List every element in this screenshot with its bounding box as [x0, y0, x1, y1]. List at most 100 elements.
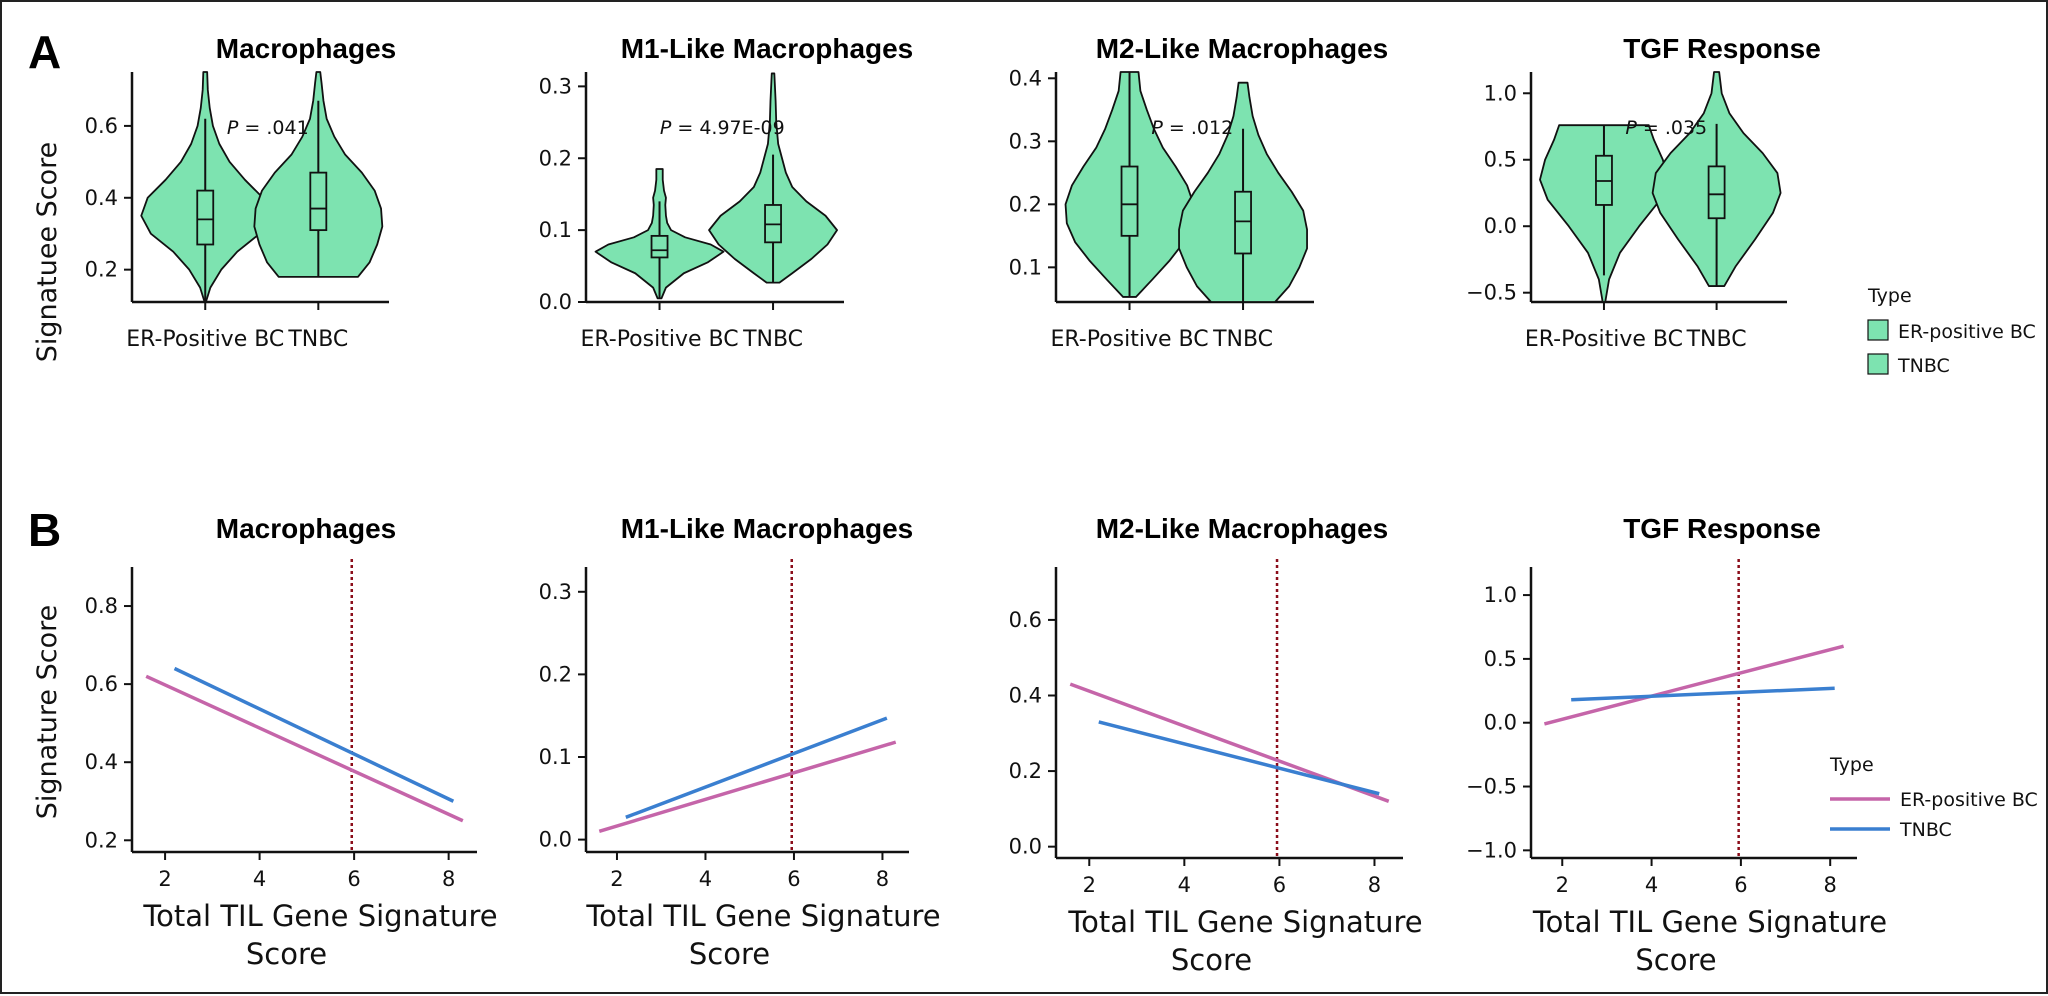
y-tick-label: 0.5 — [1484, 647, 1517, 671]
x-tick-label: 2 — [158, 867, 171, 891]
legend-label-er-positive: ER-positive BC — [1898, 321, 2036, 343]
chart-title: TGF Response — [1623, 513, 1821, 544]
chart-0: Macrophages 0.2 0.4 0.6 ER-Positive BC TNBC P … — [85, 33, 397, 352]
series-line-tnbc — [625, 716, 888, 819]
x-tick-label: 4 — [699, 867, 712, 891]
chart-title: M1-Like Macrophages — [621, 33, 914, 64]
p-value-prefix: P — [227, 117, 239, 139]
x-tick-label: 8 — [1368, 873, 1381, 897]
y-tick-label: 0.2 — [1009, 192, 1042, 216]
violin-box — [1707, 165, 1726, 220]
x-axis-label-line2: Score — [1635, 943, 1716, 977]
y-tick-label: 0.5 — [1484, 148, 1517, 172]
chart-5: M1-Like Macrophages 0.0 0.1 0.2 0.3 2 4 6 8 Total… — [539, 513, 941, 971]
y-tick-label: 0.1 — [539, 745, 572, 769]
p-value-label: P = 4.97E-09 — [660, 117, 785, 139]
series-line-tnbc — [1098, 720, 1380, 796]
violin-box — [1234, 190, 1252, 255]
category-label: ER-Positive BC — [1050, 327, 1208, 352]
y-tick-label: 0.2 — [85, 258, 118, 282]
p-value-text: = .035 — [1637, 117, 1707, 139]
violin-box — [1120, 165, 1139, 237]
violin-box — [650, 234, 669, 259]
y-tick-label: 0.4 — [85, 186, 118, 210]
y-tick-label: 0.1 — [539, 218, 572, 242]
p-value-text: = .012 — [1163, 117, 1233, 139]
chart-3: TGF Response −0.5 0.0 0.5 1.0 ER-Positive BC T… — [1466, 33, 1821, 352]
x-axis-label-line1: Total TIL Gene Signature — [585, 899, 940, 933]
legend-title: Type — [1867, 285, 1912, 307]
chart-7: TGF Response −1.0 −0.5 0.0 0.5 1.0 2 4 6 8 Total T… — [1466, 513, 1887, 977]
y-tick-label: 0.2 — [1009, 759, 1042, 783]
x-axis-label-line2: Score — [1171, 943, 1252, 977]
category-label: ER-Positive BC — [1525, 327, 1683, 352]
chart-title: M2-Like Macrophages — [1096, 33, 1389, 64]
legend-label-er-positive: ER-positive BC — [1900, 789, 2038, 811]
category-label: TNBC — [1686, 327, 1747, 352]
y-tick-label: 0.4 — [85, 750, 118, 774]
category-label: TNBC — [287, 327, 348, 352]
row-a-ylabel: Signatuee Score — [32, 142, 63, 363]
legend-violin: Type ER-positive BC TNBC — [1867, 285, 2036, 377]
row-b-ylabel: Signature Score — [32, 605, 63, 819]
chart-2: M2-Like Macrophages 0.1 0.2 0.3 0.4 ER-Positi… — [1009, 33, 1389, 352]
y-tick-label: 0.1 — [1009, 255, 1042, 279]
p-value-text: = .041 — [238, 117, 308, 139]
x-tick-label: 8 — [876, 867, 889, 891]
x-tick-label: 6 — [787, 867, 800, 891]
y-tick-label: −1.0 — [1466, 838, 1517, 862]
series-line-tnbc — [1571, 686, 1835, 702]
p-value-label: P = .041 — [227, 117, 309, 139]
y-tick-label: 0.6 — [85, 114, 118, 138]
x-tick-label: 2 — [1556, 873, 1569, 897]
chart-1: M1-Like Macrophages 0.0 0.1 0.2 0.3 ER-Positi… — [539, 33, 914, 352]
x-tick-label: 4 — [1645, 873, 1658, 897]
y-tick-label: 0.3 — [539, 74, 572, 98]
p-value-label: P = .012 — [1151, 117, 1233, 139]
x-tick-label: 8 — [1824, 873, 1837, 897]
x-axis-label-line2: Score — [689, 937, 770, 971]
x-axis-label-line1: Total TIL Gene Signature — [1532, 905, 1887, 939]
y-tick-label: 0.6 — [1009, 608, 1042, 632]
legend-swatch-tnbc — [1867, 353, 1889, 375]
series-line-er-positive — [1543, 644, 1845, 726]
y-tick-label: 0.2 — [85, 828, 118, 852]
chart-title: M2-Like Macrophages — [1096, 513, 1389, 544]
x-axis-label-line2: Score — [246, 937, 327, 971]
y-tick-label: −0.5 — [1466, 281, 1517, 305]
chart-6: M2-Like Macrophages 0.0 0.2 0.4 0.6 2 4 6 8 Total… — [1009, 513, 1423, 977]
panel-b-label: B — [28, 504, 61, 556]
violin-box — [196, 189, 215, 246]
x-tick-label: 2 — [1083, 873, 1096, 897]
y-tick-label: 0.8 — [85, 594, 118, 618]
series-line-er-positive — [145, 674, 464, 823]
y-tick-label: 0.4 — [1009, 683, 1042, 707]
y-tick-label: 1.0 — [1484, 583, 1517, 607]
y-tick-label: 0.0 — [1484, 214, 1517, 238]
legend-label-tnbc: TNBC — [1899, 819, 1952, 841]
p-value-prefix: P — [660, 117, 672, 139]
y-tick-label: 1.0 — [1484, 81, 1517, 105]
y-tick-label: 0.2 — [539, 662, 572, 686]
category-label: ER-Positive BC — [580, 327, 738, 352]
legend-lines: Type ER-positive BC TNBC — [1829, 754, 2038, 841]
legend-title: Type — [1829, 754, 1874, 776]
y-tick-label: 0.6 — [85, 672, 118, 696]
y-tick-label: 0.4 — [1009, 66, 1042, 90]
y-tick-label: 0.2 — [539, 146, 572, 170]
chart-title: Macrophages — [216, 513, 397, 544]
p-value-prefix: P — [1625, 117, 1637, 139]
chart-4: Macrophages 0.2 0.4 0.6 0.8 2 4 6 8 Total TIL Gen… — [85, 513, 498, 971]
x-tick-label: 2 — [610, 867, 623, 891]
chart-title: M1-Like Macrophages — [621, 513, 914, 544]
category-label: TNBC — [1212, 327, 1273, 352]
p-value-label: P = .035 — [1625, 117, 1707, 139]
category-label: TNBC — [742, 327, 803, 352]
x-axis-label-line1: Total TIL Gene Signature — [142, 899, 497, 933]
y-tick-label: 0.3 — [1009, 129, 1042, 153]
y-tick-label: −0.5 — [1466, 775, 1517, 799]
series-line-tnbc — [173, 666, 455, 803]
category-label: ER-Positive BC — [126, 327, 284, 352]
